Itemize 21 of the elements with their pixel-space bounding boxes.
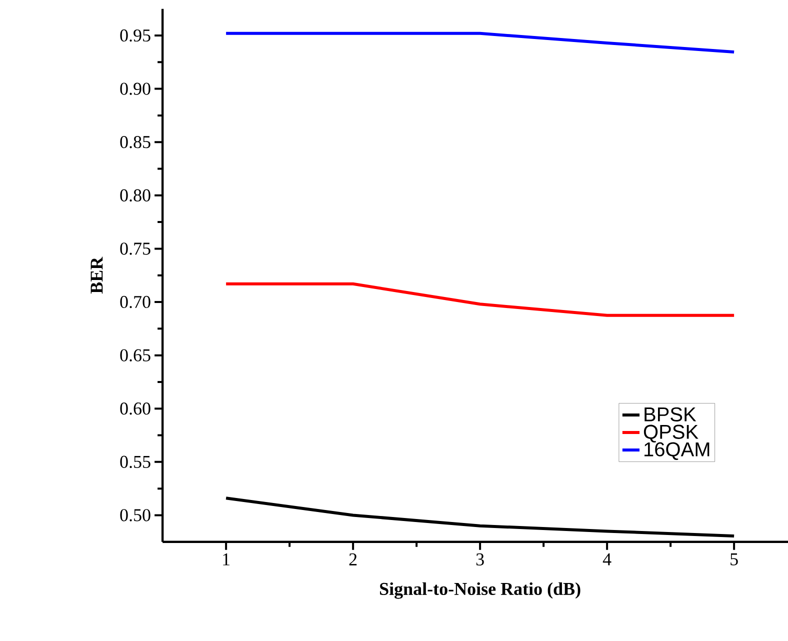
y-axis-title: BER [90, 256, 103, 294]
line-series [224, 496, 736, 538]
y-tick-label: 0.65 [120, 349, 150, 362]
y-tick-label: 0.95 [120, 29, 150, 42]
y-tick-label: 0.80 [120, 189, 150, 202]
legend-label: QPSK [644, 424, 698, 443]
y-tick-label: 0.55 [120, 456, 150, 468]
x-tick-label: 3 [476, 553, 484, 566]
x-tick-label: 4 [602, 553, 612, 566]
legend-label: 16QAM [644, 442, 710, 460]
y-tick-label: 0.50 [120, 509, 150, 522]
x-tick-label: 5 [730, 553, 738, 566]
y-tick-label: 0.70 [120, 296, 150, 308]
y-tick-label: 0.90 [120, 82, 150, 95]
legend-label: BPSK [644, 407, 696, 422]
x-tick-label: 2 [349, 553, 357, 566]
y-tick-label: 0.85 [120, 136, 150, 148]
y-tick-label: 0.75 [120, 242, 150, 255]
x-axis-title: Signal-to-Noise Ratio (dB) [380, 582, 580, 599]
y-tick-label: 0.60 [120, 402, 150, 415]
x-tick-label: 1 [223, 553, 230, 566]
